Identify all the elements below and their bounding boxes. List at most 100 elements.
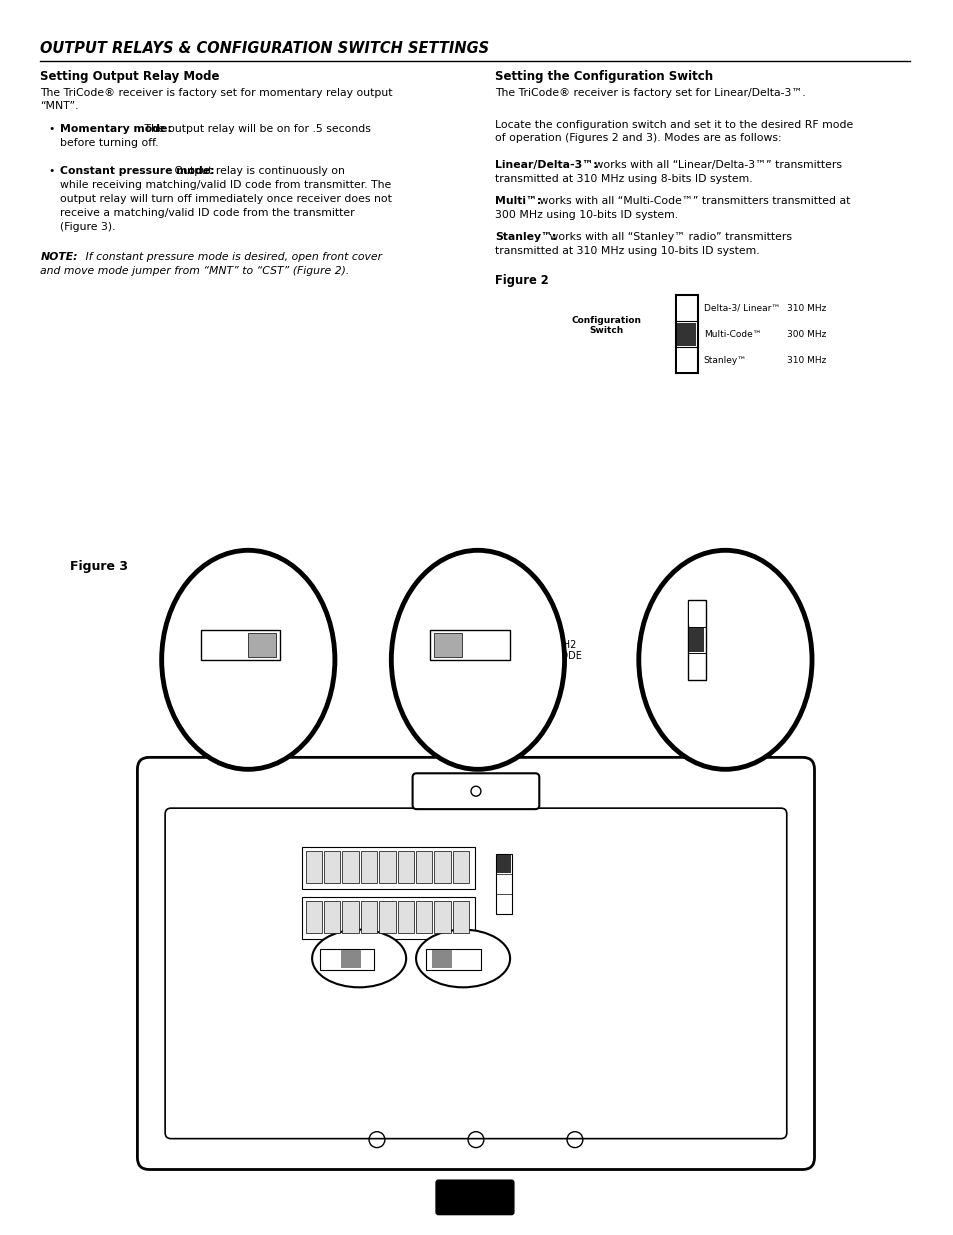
Text: Stanley™: Stanley™: [703, 356, 746, 364]
Text: MULTI™: MULTI™: [514, 882, 536, 887]
Text: 2: 2: [331, 848, 334, 853]
FancyBboxPatch shape: [434, 632, 461, 657]
FancyBboxPatch shape: [430, 630, 509, 659]
FancyBboxPatch shape: [248, 632, 275, 657]
Text: (Figure 3).: (Figure 3).: [60, 222, 115, 232]
FancyBboxPatch shape: [341, 951, 361, 968]
Text: 7: 7: [422, 848, 425, 853]
Text: Relay: Relay: [460, 572, 495, 582]
Text: 8: 8: [440, 848, 443, 853]
Text: If constant pressure mode is desired, open front cover: If constant pressure mode is desired, op…: [82, 252, 382, 262]
FancyBboxPatch shape: [416, 851, 432, 883]
Text: works with all “Linear/Delta-3™” transmitters: works with all “Linear/Delta-3™” transmi…: [590, 161, 841, 170]
FancyBboxPatch shape: [435, 1179, 514, 1215]
Text: 6: 6: [404, 848, 407, 853]
FancyBboxPatch shape: [687, 600, 705, 679]
Text: 3: 3: [349, 848, 352, 853]
Text: Figure 2: Figure 2: [495, 274, 548, 287]
FancyBboxPatch shape: [434, 900, 450, 932]
Text: 5: 5: [385, 848, 389, 853]
FancyBboxPatch shape: [137, 757, 814, 1170]
Text: STAN™: STAN™: [514, 902, 534, 906]
FancyBboxPatch shape: [689, 629, 703, 652]
Text: Locate the configuration switch and set it to the desired RF mode
of operation (: Locate the configuration switch and set …: [495, 120, 852, 143]
FancyBboxPatch shape: [324, 851, 340, 883]
FancyBboxPatch shape: [360, 851, 376, 883]
Ellipse shape: [391, 551, 564, 769]
FancyBboxPatch shape: [676, 295, 697, 373]
Text: 1: 1: [312, 899, 315, 904]
Text: Multi™:: Multi™:: [495, 196, 540, 206]
Text: while receiving matching/valid ID code from transmitter. The: while receiving matching/valid ID code f…: [60, 180, 391, 190]
Text: works with all “Stanley™ radio” transmitters: works with all “Stanley™ radio” transmit…: [546, 232, 791, 242]
Text: and move mode jumper from “MNT” to “CST” (Figure 2).: and move mode jumper from “MNT” to “CST”…: [40, 266, 350, 275]
Text: 4: 4: [367, 899, 370, 904]
FancyBboxPatch shape: [305, 900, 322, 932]
Text: 3: 3: [469, 1189, 479, 1205]
Text: 4: 4: [367, 848, 370, 853]
Text: Relay: Relay: [231, 572, 265, 582]
Text: output relay will turn off immediately once receiver does not: output relay will turn off immediately o…: [60, 194, 392, 204]
FancyBboxPatch shape: [432, 951, 452, 968]
Text: Constant pressure mode:: Constant pressure mode:: [60, 165, 214, 177]
Text: transmitted at 310 MHz using 8-bits ID system.: transmitted at 310 MHz using 8-bits ID s…: [495, 174, 752, 184]
FancyBboxPatch shape: [378, 900, 395, 932]
Text: Multi-Code™: Multi-Code™: [710, 635, 763, 645]
Text: 3: 3: [349, 899, 352, 904]
FancyBboxPatch shape: [305, 851, 322, 883]
FancyBboxPatch shape: [452, 851, 469, 883]
Text: CH2
MODE: CH2 MODE: [499, 953, 518, 965]
Text: receive a matching/valid ID code from the transmitter: receive a matching/valid ID code from th…: [60, 207, 355, 217]
Text: Setting the Configuration Switch: Setting the Configuration Switch: [495, 70, 712, 84]
Text: •: •: [49, 165, 54, 177]
Text: The TriCode® receiver is factory set for Linear/Delta-3™.: The TriCode® receiver is factory set for…: [495, 89, 804, 99]
Text: 9: 9: [458, 848, 462, 853]
FancyBboxPatch shape: [496, 853, 511, 914]
Text: 6: 6: [404, 899, 407, 904]
Text: •: •: [49, 125, 54, 135]
Text: The output relay will be on for .5 seconds: The output relay will be on for .5 secon…: [141, 125, 371, 135]
FancyBboxPatch shape: [412, 773, 538, 809]
Text: Delta-3/ Linear™: Delta-3/ Linear™: [703, 304, 780, 312]
Text: Configuration: Configuration: [682, 572, 767, 582]
Text: CH2
MODE: CH2 MODE: [552, 640, 581, 662]
Text: Stanley™: Stanley™: [710, 662, 750, 671]
Text: The TriCode® receiver is factory set for momentary relay output
“MNT”.: The TriCode® receiver is factory set for…: [40, 89, 393, 111]
FancyBboxPatch shape: [324, 900, 340, 932]
Ellipse shape: [416, 930, 510, 987]
Text: works with all “Multi-Code™” transmitters transmitted at: works with all “Multi-Code™” transmitter…: [536, 196, 850, 206]
Text: 9: 9: [458, 899, 462, 904]
Ellipse shape: [312, 930, 406, 987]
Text: 7: 7: [422, 899, 425, 904]
FancyBboxPatch shape: [416, 900, 432, 932]
Text: before turning off.: before turning off.: [60, 138, 158, 148]
FancyBboxPatch shape: [165, 808, 786, 1139]
FancyBboxPatch shape: [434, 851, 450, 883]
Text: Configuration
Switch: Configuration Switch: [571, 316, 641, 335]
Text: Momentary mode:: Momentary mode:: [60, 125, 172, 135]
Text: Switch: Switch: [704, 587, 745, 597]
FancyBboxPatch shape: [342, 851, 358, 883]
Ellipse shape: [639, 551, 811, 769]
Text: CH1
MODE: CH1 MODE: [161, 640, 191, 662]
Text: 2: 2: [331, 899, 334, 904]
Text: 300 MHz using 10-bits ID system.: 300 MHz using 10-bits ID system.: [495, 210, 678, 220]
FancyBboxPatch shape: [301, 897, 475, 939]
FancyBboxPatch shape: [497, 855, 510, 873]
Text: CST  MNT: CST MNT: [416, 936, 446, 941]
Text: 1: 1: [312, 848, 315, 853]
Ellipse shape: [161, 551, 335, 769]
FancyBboxPatch shape: [426, 948, 480, 971]
Text: Stanley™:: Stanley™:: [495, 232, 556, 242]
Text: Multi-Code™: Multi-Code™: [703, 330, 760, 338]
Text: 5: 5: [385, 899, 389, 904]
Text: 300 MHz: 300 MHz: [786, 330, 825, 338]
FancyBboxPatch shape: [360, 900, 376, 932]
FancyBboxPatch shape: [378, 851, 395, 883]
Text: Linear/Delta-3™:: Linear/Delta-3™:: [495, 161, 597, 170]
Text: CH2-mode: CH2-mode: [445, 587, 510, 597]
FancyBboxPatch shape: [677, 348, 696, 372]
Text: Figure 3: Figure 3: [70, 561, 128, 573]
Text: Delta-3/Linear™: Delta-3/Linear™: [710, 609, 778, 618]
FancyBboxPatch shape: [397, 851, 414, 883]
